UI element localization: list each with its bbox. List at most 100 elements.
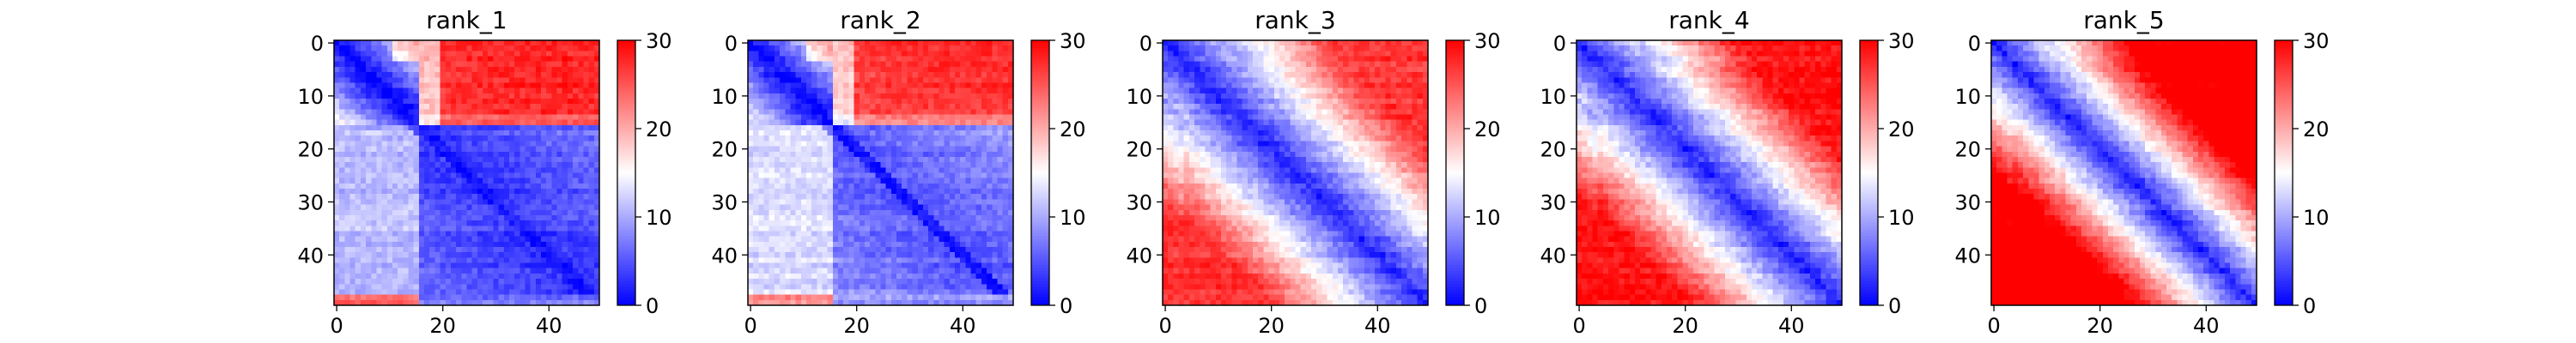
heatmap-cell: [461, 252, 468, 258]
heatmap-cell: [800, 167, 807, 174]
heatmap-cell: [875, 130, 882, 136]
heatmap-cell: [944, 172, 951, 179]
heatmap-cell: [785, 262, 792, 269]
heatmap-cell: [371, 241, 378, 248]
heatmap-cell: [805, 109, 812, 116]
heatmap-cell: [371, 72, 378, 78]
heatmap-cell: [848, 45, 855, 51]
heatmap-cell: [360, 294, 367, 301]
heatmap-cell: [912, 93, 919, 99]
heatmap-cell: [355, 66, 361, 73]
heatmap-cell: [525, 199, 532, 206]
heatmap-cell: [880, 189, 887, 195]
heatmap-cell: [922, 189, 929, 195]
heatmap-cell: [928, 109, 934, 116]
heatmap-cell: [593, 51, 600, 57]
heatmap-cell: [758, 252, 765, 258]
heatmap-cell: [508, 162, 515, 168]
heatmap-cell: [790, 289, 797, 296]
heatmap-cell: [987, 72, 993, 78]
heatmap-cell: [965, 151, 972, 158]
heatmap-cell: [408, 156, 415, 163]
heatmap-cell: [392, 273, 398, 280]
heatmap-cell: [748, 51, 754, 57]
heatmap-cell: [992, 45, 999, 51]
heatmap-cell: [562, 226, 568, 232]
heatmap-cell: [838, 77, 844, 84]
heatmap-cell: [535, 45, 542, 51]
heatmap-cell: [541, 72, 547, 78]
heatmap-cell: [780, 289, 786, 296]
heatmap-cell: [975, 72, 982, 78]
heatmap-cell: [519, 183, 526, 190]
heatmap-cell: [838, 172, 844, 179]
heatmap-cell: [960, 172, 966, 179]
heatmap-cell: [371, 151, 378, 158]
heatmap-cell: [981, 135, 987, 142]
heatmap-cell: [769, 241, 775, 248]
heatmap-cell: [386, 61, 393, 68]
heatmap-cell: [503, 294, 510, 301]
heatmap-cell: [355, 299, 361, 306]
heatmap-cell: [763, 178, 770, 184]
heatmap-cell: [413, 141, 420, 147]
heatmap-cell: [546, 119, 552, 126]
heatmap-cell: [1002, 77, 1009, 84]
heatmap-cell: [902, 114, 908, 121]
heatmap-cell: [922, 119, 929, 126]
heatmap-cell: [928, 178, 934, 184]
heatmap-cell: [434, 183, 441, 190]
heatmap-cell: [780, 167, 786, 174]
heatmap-cell: [403, 82, 410, 89]
colorbar-segment: [617, 281, 635, 285]
heatmap-cell: [912, 236, 919, 243]
heatmap-cell: [508, 45, 515, 51]
heatmap-cell: [381, 178, 388, 184]
heatmap-cell: [349, 98, 356, 105]
heatmap-cell: [498, 167, 505, 174]
heatmap-cell: [907, 189, 914, 195]
heatmap-cell: [843, 189, 850, 195]
heatmap-cell: [822, 61, 829, 68]
heatmap-cell: [514, 183, 520, 190]
heatmap-cell: [939, 226, 945, 232]
heatmap-cell: [970, 273, 977, 280]
heatmap-cell: [864, 93, 871, 99]
colorbar-segment: [617, 106, 635, 110]
heatmap-cell: [785, 77, 792, 84]
heatmap-cell: [493, 268, 500, 274]
heatmap-cell: [890, 114, 897, 121]
heatmap-cell: [827, 119, 834, 126]
heatmap-cell: [429, 189, 436, 195]
heatmap-cell: [344, 87, 351, 94]
heatmap-cell: [955, 40, 961, 46]
heatmap-cell: [902, 130, 908, 136]
heatmap-cell: [805, 66, 812, 73]
heatmap-cell: [822, 231, 829, 238]
heatmap-cell: [392, 119, 398, 126]
heatmap-cell: [944, 93, 951, 99]
heatmap-cell: [975, 231, 982, 238]
heatmap-cell: [912, 162, 919, 168]
heatmap-cell: [408, 299, 415, 306]
heatmap-cell: [763, 146, 770, 153]
heatmap-cell: [530, 204, 537, 211]
heatmap-cell: [578, 135, 585, 142]
heatmap-cell: [870, 130, 876, 136]
heatmap-cell: [758, 194, 765, 200]
heatmap-cell: [859, 77, 866, 84]
heatmap-cell: [546, 284, 552, 291]
heatmap-cell: [461, 279, 468, 285]
heatmap-cell: [949, 209, 956, 216]
heatmap-cell: [408, 167, 415, 174]
heatmap-cell: [546, 178, 552, 184]
heatmap-cell: [398, 289, 404, 296]
heatmap-cell: [838, 199, 844, 206]
heatmap-cell: [854, 151, 860, 158]
heatmap-cell: [790, 93, 797, 99]
heatmap-cell: [880, 162, 887, 168]
heatmap-cell: [514, 247, 520, 253]
heatmap-cell: [567, 183, 574, 190]
heatmap-cell: [403, 273, 410, 280]
heatmap-cell: [864, 183, 871, 190]
